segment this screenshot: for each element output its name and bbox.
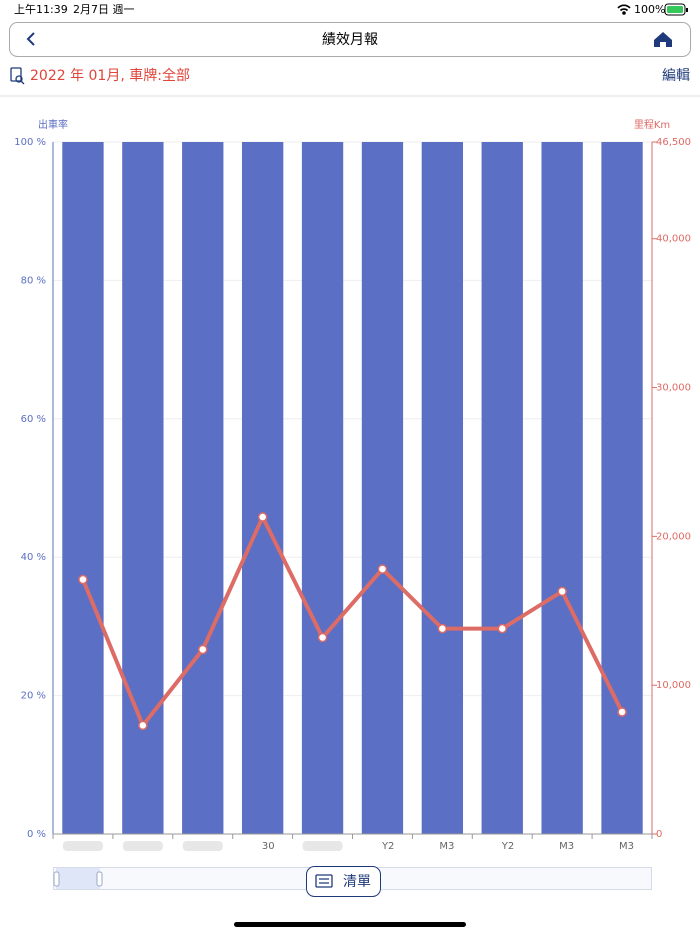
line bbox=[81, 515, 624, 728]
blurred-label bbox=[62, 841, 103, 851]
list-button[interactable] bbox=[306, 866, 381, 897]
bar bbox=[601, 142, 643, 834]
bar bbox=[182, 142, 224, 834]
filter-text[interactable]: 2022 年 01月, 車牌:全部 bbox=[30, 67, 190, 84]
back-button[interactable] bbox=[26, 32, 35, 46]
status-date: 2月7日 週一 bbox=[73, 3, 135, 16]
point bbox=[437, 623, 448, 634]
y2-tick-label: 10,000 bbox=[656, 680, 691, 691]
header-box bbox=[9, 22, 691, 57]
point bbox=[617, 707, 627, 717]
x-tick-label: Y2 bbox=[381, 841, 394, 852]
bar bbox=[541, 142, 583, 834]
x-tick-label: M3 bbox=[439, 841, 454, 852]
y-tick-label: 100 % bbox=[14, 137, 46, 148]
x-tick-label: 30 bbox=[262, 841, 275, 852]
home-indicator bbox=[234, 922, 466, 927]
y-axis-title: 出車率 bbox=[38, 118, 68, 131]
y-tick-label: 20 % bbox=[21, 691, 46, 702]
point bbox=[317, 632, 328, 643]
home-button[interactable] bbox=[654, 32, 672, 47]
point bbox=[257, 512, 268, 522]
y2-tick-label: 30,000 bbox=[656, 383, 691, 394]
bar bbox=[301, 142, 344, 834]
header-title: 績效月報 bbox=[322, 32, 378, 48]
point bbox=[78, 574, 88, 585]
y-tick-label: 0 % bbox=[27, 829, 46, 840]
y2-axis-title: 里程Km bbox=[634, 119, 670, 131]
y2-tick-label: 0 bbox=[656, 829, 662, 840]
blurred-label bbox=[122, 841, 163, 851]
bar bbox=[122, 142, 164, 834]
blurred-label bbox=[302, 841, 343, 851]
bar bbox=[421, 142, 464, 834]
zoom-window[interactable] bbox=[56, 868, 100, 889]
bar bbox=[62, 142, 104, 834]
y-tick-label: 80 % bbox=[21, 275, 46, 286]
y-tick-label: 40 % bbox=[21, 552, 46, 563]
zoom-handle[interactable] bbox=[53, 871, 60, 887]
chart: 0 % 20 % 40 % 60 % 80 % 100 % 出車率 里程Km 0 10,000 20… bbox=[14, 118, 691, 852]
x-tick-label: M3 bbox=[559, 841, 574, 852]
wifi-icon bbox=[617, 4, 631, 15]
point bbox=[138, 720, 148, 731]
battery-icon bbox=[664, 3, 688, 16]
bar bbox=[241, 142, 284, 834]
point bbox=[497, 623, 507, 634]
x-tick-label: M3 bbox=[619, 841, 634, 852]
bar bbox=[361, 142, 404, 834]
y2-tick-label: 40,000 bbox=[656, 234, 691, 245]
list-icon bbox=[315, 874, 333, 888]
report-icon bbox=[10, 67, 25, 85]
list-button-label: 清單 bbox=[343, 874, 371, 890]
status-battery: 100% bbox=[634, 3, 665, 16]
y2-tick-label: 46,500 bbox=[656, 137, 691, 148]
point bbox=[557, 586, 567, 597]
y-tick-label: 60 % bbox=[21, 414, 46, 425]
status-time: 上午11:39 bbox=[14, 3, 68, 16]
point bbox=[198, 644, 208, 655]
point bbox=[377, 564, 388, 574]
bar bbox=[481, 142, 523, 834]
zoom-handle[interactable] bbox=[96, 871, 103, 887]
edit-button[interactable]: 編輯 bbox=[662, 68, 690, 84]
x-tick-label: Y2 bbox=[501, 841, 514, 852]
blurred-label bbox=[182, 841, 223, 851]
y2-tick-label: 20,000 bbox=[656, 531, 691, 542]
